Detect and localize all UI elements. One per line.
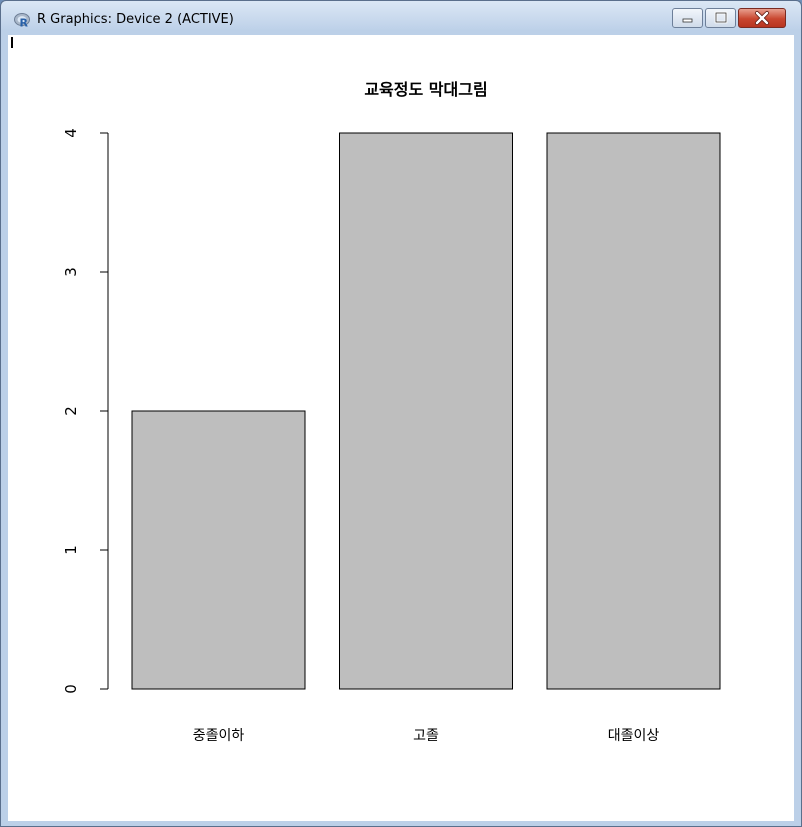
chart-title: 교육정도 막대그림 bbox=[364, 80, 487, 99]
close-button[interactable] bbox=[738, 8, 786, 28]
r-logo-icon: R bbox=[14, 13, 30, 29]
text-cursor bbox=[11, 37, 13, 48]
bar-chart: 교육정도 막대그림 0 1 2 3 4 중졸이하 고졸 대졸이상 bbox=[62, 80, 721, 744]
plot-area: 교육정도 막대그림 0 1 2 3 4 중졸이하 고졸 대졸이상 bbox=[8, 35, 794, 821]
close-icon bbox=[755, 11, 769, 25]
minimize-button[interactable] bbox=[672, 8, 703, 28]
x-category-label: 중졸이하 bbox=[193, 728, 245, 744]
maximize-button[interactable] bbox=[705, 8, 736, 28]
window-title: R Graphics: Device 2 (ACTIVE) bbox=[37, 12, 234, 27]
svg-text:R: R bbox=[20, 17, 29, 29]
maximize-icon bbox=[714, 11, 728, 24]
bar bbox=[339, 132, 513, 690]
bar bbox=[546, 132, 721, 690]
y-tick-label: 3 bbox=[62, 267, 80, 277]
y-tick-label: 1 bbox=[62, 545, 80, 555]
y-tick-label: 2 bbox=[62, 406, 80, 416]
y-tick-label: 0 bbox=[62, 684, 80, 694]
y-tick-label: 4 bbox=[62, 128, 80, 138]
title-bar[interactable]: R R Graphics: Device 2 (ACTIVE) bbox=[1, 1, 801, 35]
bar bbox=[131, 410, 306, 690]
x-category-label: 고졸 bbox=[413, 728, 439, 744]
x-category-label: 대졸이상 bbox=[608, 728, 660, 744]
minimize-icon bbox=[682, 18, 693, 23]
